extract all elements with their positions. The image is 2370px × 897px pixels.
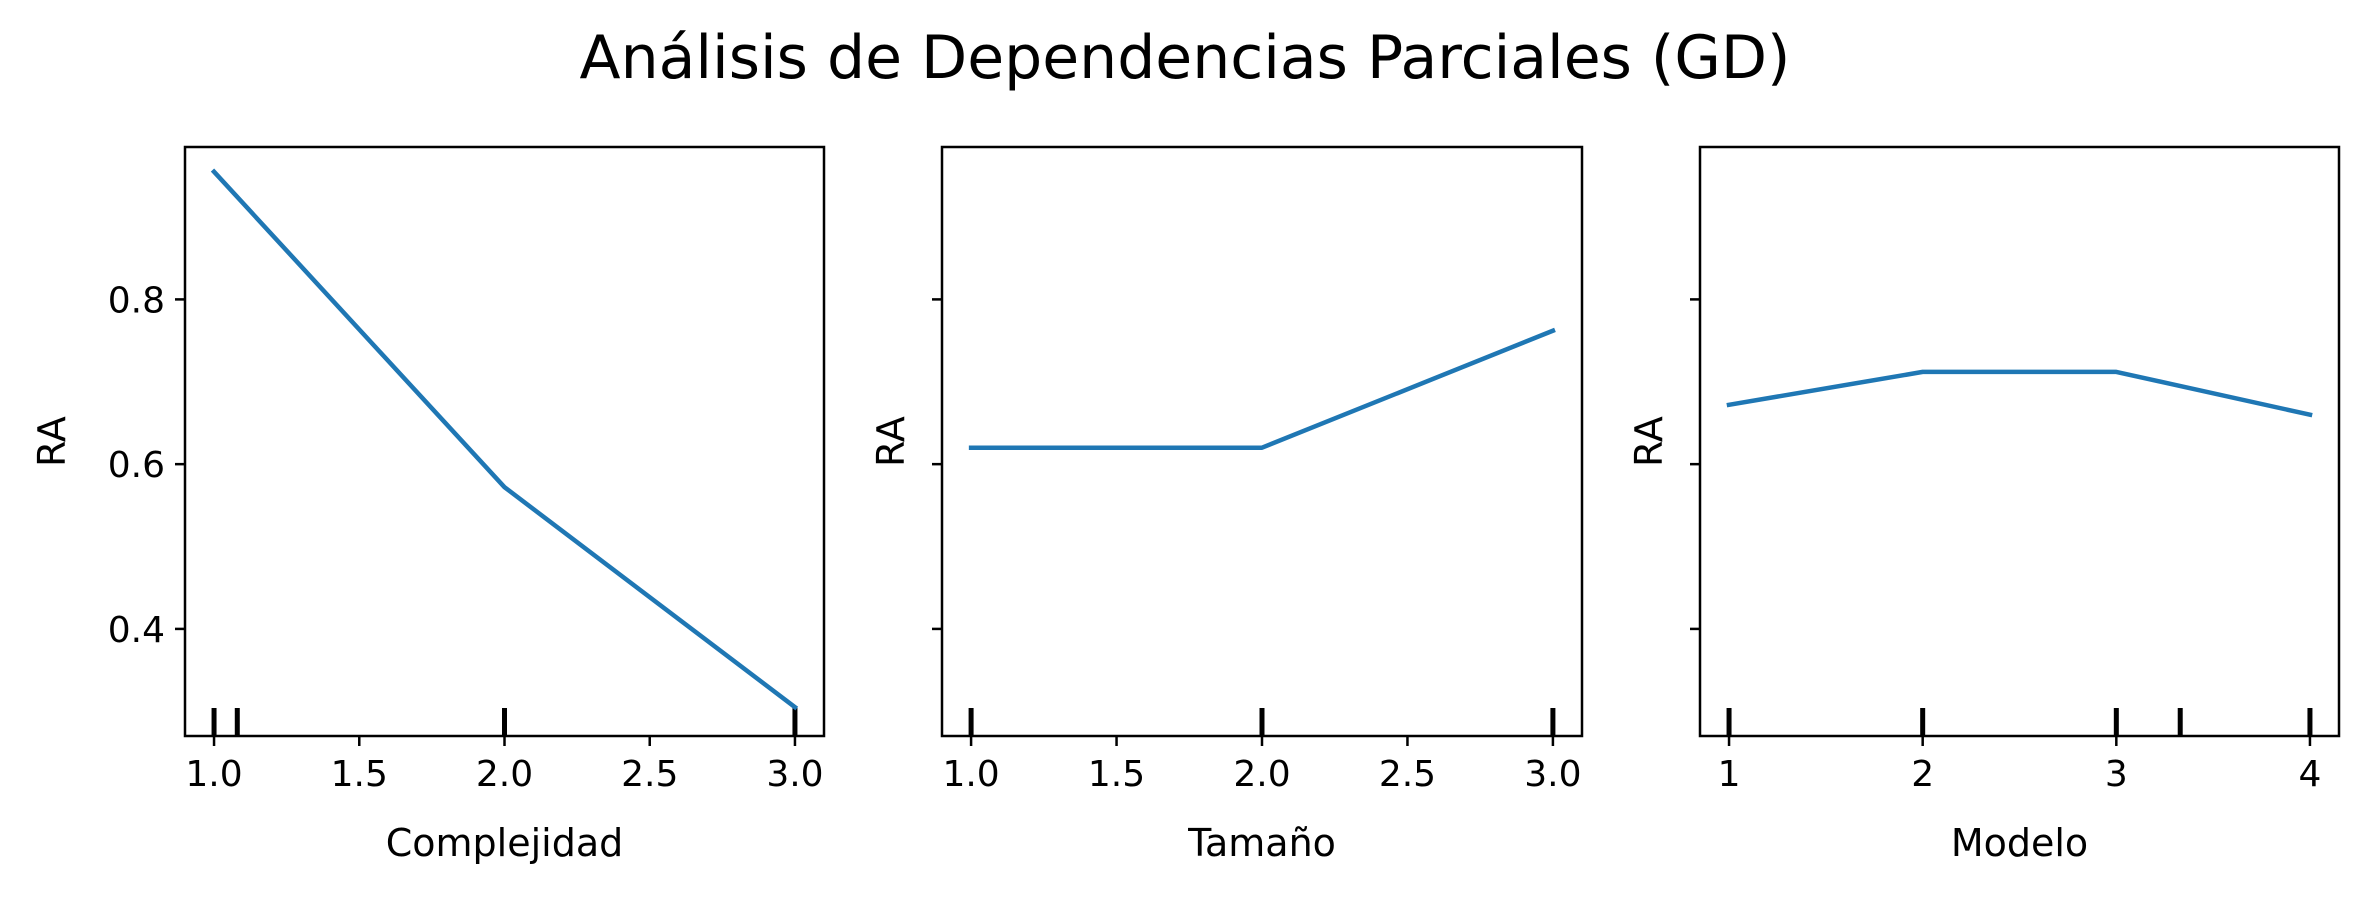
y-tick-label: 0.4 (108, 610, 165, 651)
x-tick-label: 2 (1911, 754, 1934, 795)
x-tick-label: 1 (1718, 754, 1741, 795)
panels: 1.0 1.5 2.0 2.5 3.00.40.60.8ComplejidadRA1.0… (30, 145, 2341, 865)
y-axis-label: RA (869, 416, 913, 467)
x-axis-label: Complejidad (386, 821, 624, 865)
y-axis-label: RA (1627, 416, 1671, 467)
x-tick-label: 1.5 (1088, 754, 1145, 795)
y-axis-label: RA (30, 416, 74, 467)
x-axis-label: Tamaño (1187, 821, 1336, 865)
x-tick-label: 1.0 (942, 754, 999, 795)
panel-1: 1.0 1.5 2.0 2.5 3.0 0.4 0.6 0.8 Complejidad RA (30, 145, 826, 865)
x-tick-label: 3.0 (766, 754, 823, 795)
x-tick-label: 3.0 (1524, 754, 1581, 795)
figure-title: Análisis de Dependencias Parciales (GD) (580, 23, 1791, 93)
x-tick-label: 2.0 (1233, 754, 1290, 795)
x-tick-label: 2.5 (1379, 754, 1436, 795)
axes-frame (1698, 145, 2341, 738)
y-tick-label: 0.6 (108, 445, 165, 486)
y-tick-label: 0.8 (108, 280, 165, 321)
series-line (1726, 369, 2313, 418)
x-tick-label: 4 (2299, 754, 2322, 795)
x-tick-label: 1.0 (185, 754, 242, 795)
x-axis-label: Modelo (1951, 821, 2088, 865)
x-tick-label: 1.5 (331, 754, 388, 795)
panel-2: 1.0 1.5 2.0 2.5 3.0 Tamaño RA (869, 145, 1584, 865)
x-tick-label: 3 (2105, 754, 2128, 795)
x-tick-label: 2.5 (621, 754, 678, 795)
panel-3: 1 2 3 4 Modelo RA (1627, 145, 2341, 865)
x-tick-label: 2.0 (476, 754, 533, 795)
